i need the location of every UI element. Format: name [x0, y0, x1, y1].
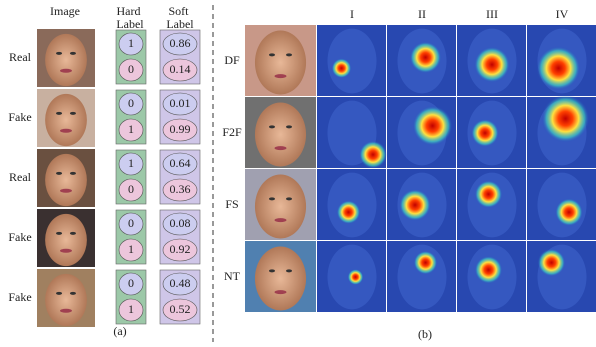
heatmap-activation — [410, 41, 442, 73]
column-header: III — [486, 7, 498, 21]
soft-label: 0.01 — [170, 96, 191, 110]
column-header: IV — [556, 7, 569, 21]
eye — [286, 197, 292, 200]
eye — [56, 52, 62, 55]
row-label: F2F — [222, 125, 242, 139]
face — [255, 175, 306, 239]
soft-label: 0.36 — [170, 182, 191, 196]
heatmap-activation — [359, 141, 387, 169]
face — [255, 103, 306, 167]
heatmap-activation — [475, 256, 503, 284]
mouth — [275, 290, 287, 294]
heatmap-activation — [337, 200, 361, 224]
row-label: Fake — [8, 230, 31, 244]
eye — [286, 269, 292, 272]
face — [45, 94, 87, 146]
face — [45, 154, 87, 206]
heatmap-activation — [332, 58, 352, 78]
hard-label: 0 — [128, 182, 134, 196]
hard-label: 0 — [128, 276, 134, 290]
face — [45, 274, 87, 326]
face — [45, 214, 87, 266]
eye — [70, 112, 76, 115]
eye — [70, 232, 76, 235]
eye — [269, 53, 275, 56]
mouth — [60, 129, 72, 133]
mouth — [275, 74, 287, 78]
column-header: Image — [50, 4, 80, 18]
eye — [70, 292, 76, 295]
eye — [70, 172, 76, 175]
caption: (a) — [113, 324, 126, 338]
eye — [269, 125, 275, 128]
face — [255, 31, 306, 95]
row-label: Real — [9, 170, 32, 184]
column-header: Hard Label — [116, 4, 144, 31]
heatmap-activation — [414, 251, 438, 275]
soft-label: 0.14 — [170, 62, 191, 76]
mouth — [60, 189, 72, 193]
figure: Image Hard Label Soft Label Real 1 0.86 0 0.14 F… — [0, 0, 596, 347]
mouth — [60, 249, 72, 253]
hard-label: 0 — [128, 62, 134, 76]
row-label: Real — [9, 50, 32, 64]
eye — [269, 269, 275, 272]
face — [255, 247, 306, 311]
soft-label: 0.86 — [170, 36, 191, 50]
caption: (b) — [418, 327, 432, 341]
heatmap-activation — [471, 119, 499, 147]
mouth — [60, 69, 72, 73]
hard-label: 1 — [128, 302, 134, 316]
row-label: Fake — [8, 290, 31, 304]
eye — [56, 172, 62, 175]
column-header: II — [418, 7, 426, 21]
soft-label: 0.52 — [170, 302, 191, 316]
row-label: FS — [225, 197, 238, 211]
heatmap-activation — [399, 189, 431, 221]
column-header: I — [350, 7, 354, 21]
soft-label: 0.99 — [170, 122, 191, 136]
heatmap-activation — [555, 198, 583, 226]
heatmap-activation — [537, 46, 581, 90]
eye — [56, 292, 62, 295]
soft-label: 0.92 — [170, 242, 191, 256]
soft-label: 0.64 — [170, 156, 191, 170]
eye — [70, 52, 76, 55]
hard-label: 1 — [128, 36, 134, 50]
eye — [56, 232, 62, 235]
heatmap-activation — [542, 95, 590, 143]
row-label: Fake — [8, 110, 31, 124]
soft-label: 0.48 — [170, 276, 191, 290]
mouth — [60, 309, 72, 313]
mouth — [275, 146, 287, 150]
hard-label: 1 — [128, 242, 134, 256]
row-label: NT — [224, 269, 241, 283]
heatmap-activation — [538, 249, 566, 277]
eye — [269, 197, 275, 200]
hard-label: 0 — [128, 96, 134, 110]
eye — [286, 125, 292, 128]
heatmap-activation — [474, 47, 510, 83]
soft-label: 0.08 — [170, 216, 191, 230]
mouth — [275, 218, 287, 222]
hard-label: 1 — [128, 122, 134, 136]
eye — [286, 53, 292, 56]
heatmap-activation — [475, 180, 503, 208]
row-label: DF — [224, 53, 240, 67]
hard-label: 0 — [128, 216, 134, 230]
heatmap-activation — [413, 106, 453, 146]
face — [45, 34, 87, 86]
heatmap-activation — [348, 269, 364, 285]
column-header: Soft Label — [166, 4, 194, 31]
hard-label: 1 — [128, 156, 134, 170]
eye — [56, 112, 62, 115]
